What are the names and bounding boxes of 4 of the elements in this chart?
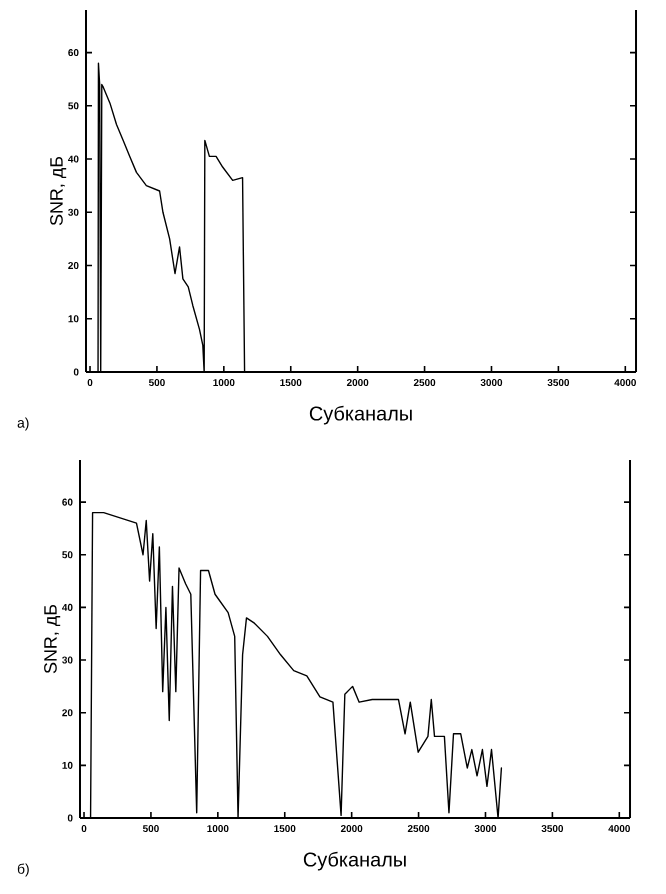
x-axis-title: Субканалы — [303, 851, 406, 871]
y-axis-title: SNR, дБ — [44, 604, 61, 674]
y-axis-title: SNR, дБ — [50, 156, 67, 226]
x-axis-title: Субканалы — [309, 405, 412, 425]
